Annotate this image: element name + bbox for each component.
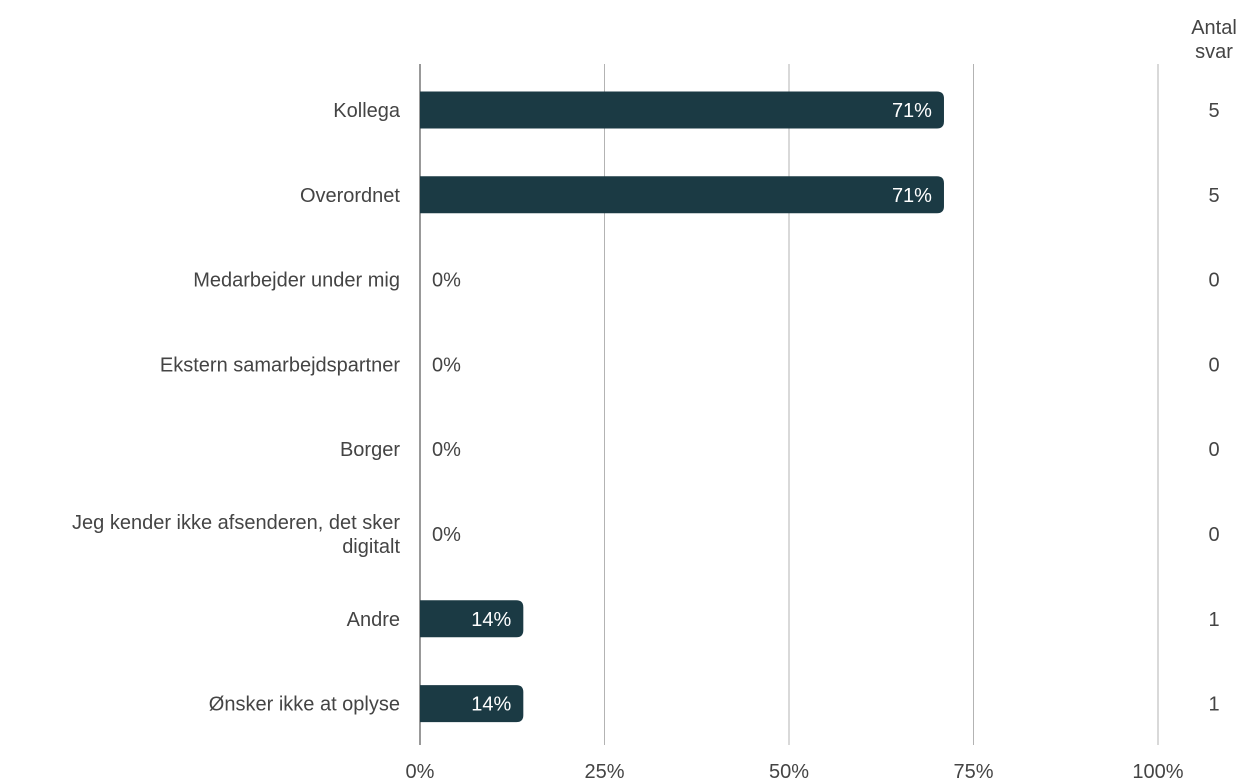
bars (420, 91, 944, 723)
bar-value-label: 14% (471, 609, 511, 631)
answer-count: 0 (1208, 439, 1219, 461)
bar-value-label: 71% (892, 185, 932, 207)
category-label: Medarbejder under mig (193, 270, 400, 292)
answer-counts: Antal svar 5 5 0 0 0 0 1 1 (1191, 17, 1237, 716)
counts-header-line1: Antal (1191, 17, 1237, 39)
x-tick-label: 0% (406, 761, 435, 781)
counts-header-line2: svar (1195, 41, 1233, 63)
category-label: Overordnet (300, 185, 400, 207)
answer-count: 0 (1208, 270, 1219, 292)
x-axis-ticks: 0% 25% 50% 75% 100% (406, 761, 1184, 781)
bar-value-label: 14% (471, 694, 511, 716)
bar (420, 685, 524, 723)
bar-value-label: 0% (432, 439, 461, 461)
bar-value-label: 0% (432, 270, 461, 292)
answer-count: 1 (1208, 609, 1219, 631)
grid-lines (419, 64, 1159, 745)
answer-count: 1 (1208, 694, 1219, 716)
category-label: Ekstern samarbejdspartner (160, 354, 400, 376)
bar (420, 600, 524, 638)
bar (420, 91, 944, 129)
answer-count: 5 (1208, 185, 1219, 207)
x-tick-label: 75% (953, 761, 993, 781)
x-tick-label: 25% (584, 761, 624, 781)
category-label: Borger (340, 439, 400, 461)
value-labels: 71% 71% 0% 0% 0% 0% 14% 14% (432, 100, 932, 716)
bar-value-label: 0% (432, 354, 461, 376)
category-label: Kollega (333, 100, 401, 122)
category-labels: Kollega Overordnet Medarbejder under mig Ek… (72, 100, 401, 716)
x-tick-label: 100% (1132, 761, 1183, 781)
bar (420, 176, 944, 214)
category-label: Ønsker ikke at oplyse (209, 694, 400, 716)
category-label: Andre (347, 609, 400, 631)
bar-value-label: 0% (432, 524, 461, 546)
bar-value-label: 71% (892, 100, 932, 122)
answer-count: 5 (1208, 100, 1219, 122)
answer-count: 0 (1208, 524, 1219, 546)
category-label: Jeg kender ikke afsenderen, det sker digi… (72, 512, 400, 558)
x-tick-label: 50% (769, 761, 809, 781)
answer-count: 0 (1208, 354, 1219, 376)
